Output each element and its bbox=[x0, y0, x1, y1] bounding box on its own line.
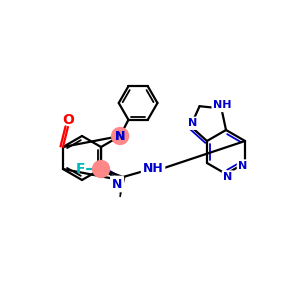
Text: N: N bbox=[115, 130, 125, 142]
Circle shape bbox=[93, 161, 109, 177]
Text: NH: NH bbox=[213, 100, 232, 110]
Circle shape bbox=[112, 128, 129, 145]
Circle shape bbox=[112, 128, 128, 144]
Text: N: N bbox=[238, 161, 248, 171]
Polygon shape bbox=[120, 177, 125, 197]
Text: NH: NH bbox=[143, 163, 164, 176]
Text: N: N bbox=[188, 118, 197, 128]
Text: F: F bbox=[75, 162, 85, 176]
Text: N: N bbox=[224, 172, 232, 182]
Text: N: N bbox=[115, 130, 125, 142]
Text: O: O bbox=[62, 113, 74, 127]
Text: N: N bbox=[112, 178, 122, 190]
Circle shape bbox=[93, 160, 110, 178]
